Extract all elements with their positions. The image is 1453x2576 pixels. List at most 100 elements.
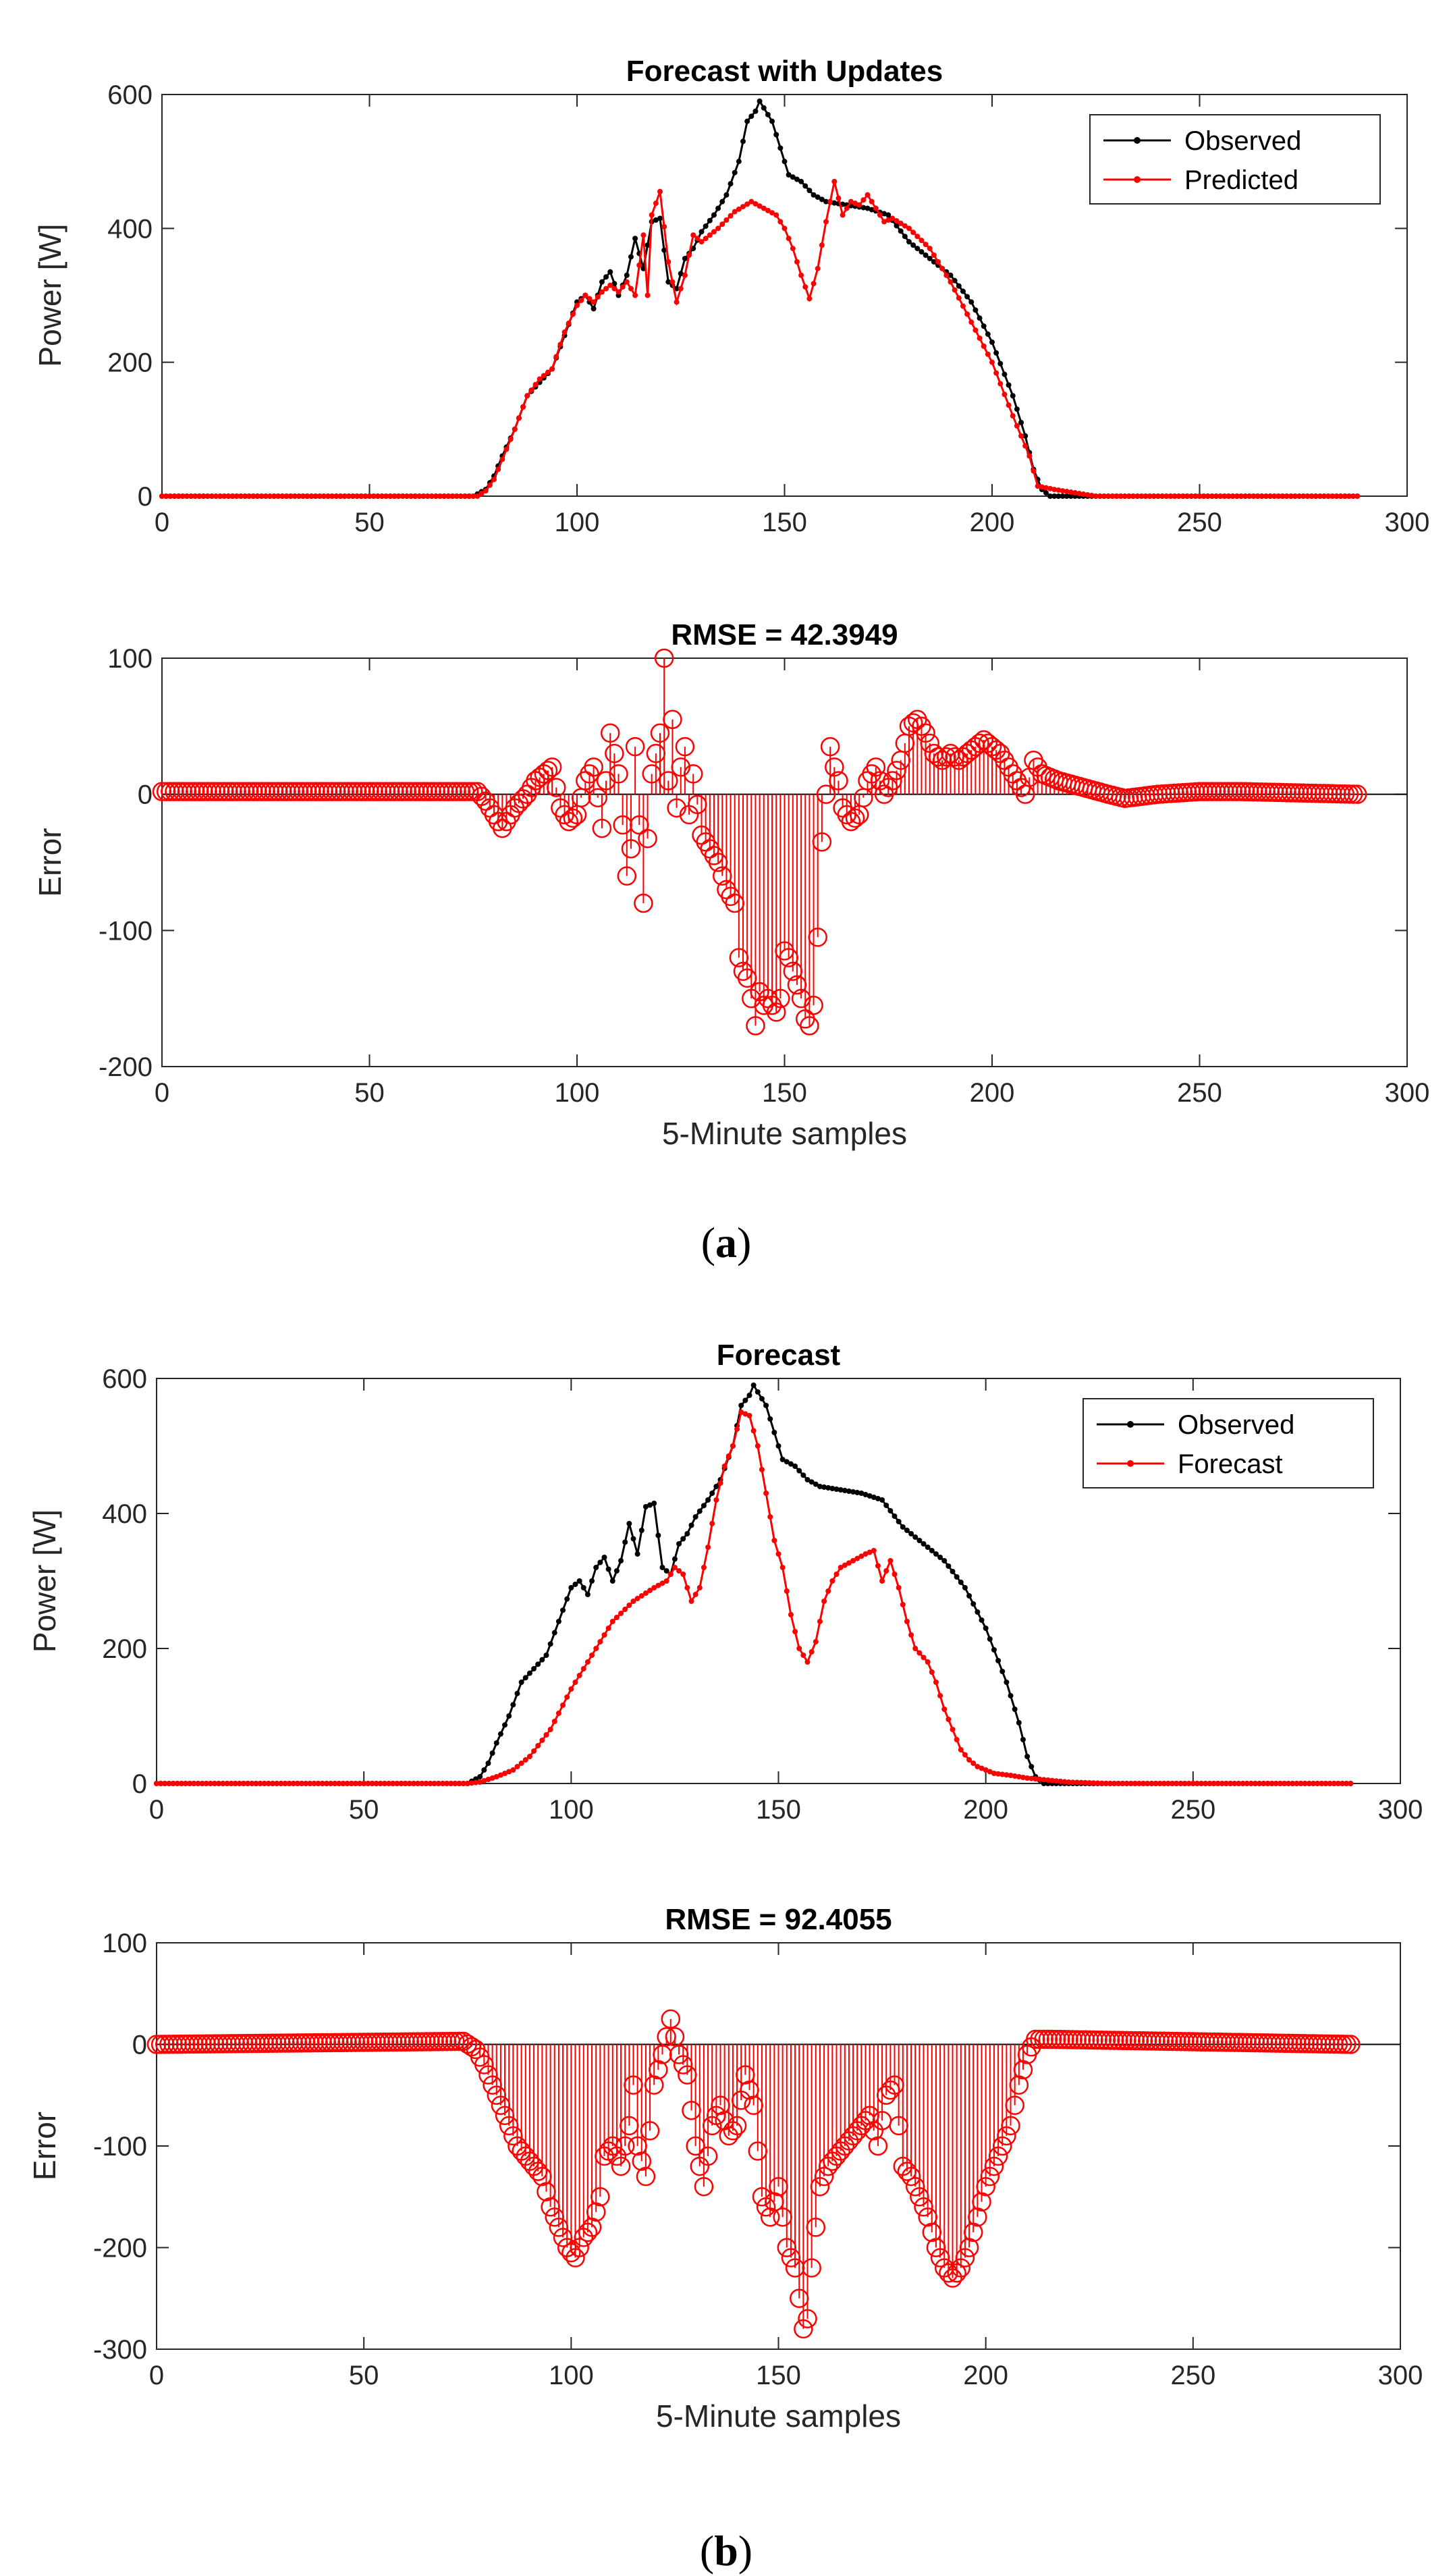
y-tick-label: 100 <box>107 644 153 674</box>
data-point-forecast <box>966 1757 972 1763</box>
data-point-observed <box>555 1619 561 1624</box>
data-point-predicted <box>1035 483 1041 489</box>
error-marker <box>947 2263 966 2283</box>
data-point-predicted <box>1006 402 1012 408</box>
error-marker <box>1287 2033 1307 2054</box>
data-point-observed <box>763 1403 769 1408</box>
data-point-predicted <box>1213 493 1219 499</box>
data-point-forecast <box>713 1497 719 1503</box>
data-point-forecast <box>1066 1779 1072 1785</box>
data-point-predicted <box>757 203 763 209</box>
error-marker <box>1235 782 1255 802</box>
data-point-predicted <box>1217 493 1224 499</box>
data-point-forecast <box>755 1443 761 1449</box>
data-point-predicted <box>939 265 945 271</box>
data-point-predicted <box>1022 443 1029 449</box>
data-point-forecast <box>1178 1781 1184 1786</box>
data-point-observed <box>983 1626 989 1631</box>
data-point-predicted <box>512 426 518 432</box>
data-point-forecast <box>290 1781 296 1786</box>
data-point-predicted <box>287 493 294 499</box>
data-point-observed <box>858 1491 865 1496</box>
error-marker <box>723 2121 743 2141</box>
data-point-observed <box>808 1479 815 1485</box>
data-point-forecast <box>510 1767 516 1773</box>
data-point-predicted <box>159 493 165 499</box>
data-point-observed <box>752 108 759 114</box>
error-marker <box>615 2136 635 2156</box>
data-point-predicted <box>686 252 692 258</box>
data-point-predicted <box>1047 485 1053 491</box>
data-point-predicted <box>1139 493 1145 499</box>
data-point-observed <box>759 1396 765 1401</box>
data-point-forecast <box>979 1765 985 1771</box>
data-point-predicted <box>586 296 593 302</box>
data-point-predicted <box>698 239 705 245</box>
error-marker <box>1324 2034 1344 2054</box>
data-point-observed <box>970 1601 977 1607</box>
error-marker <box>1104 2031 1124 2050</box>
data-point-forecast <box>999 1771 1006 1777</box>
data-point-forecast <box>987 1769 993 1775</box>
data-point-observed <box>659 1565 665 1570</box>
data-point-observed <box>960 288 966 294</box>
data-point-forecast <box>634 1596 640 1601</box>
error-marker <box>1227 782 1247 801</box>
error-marker <box>621 839 641 859</box>
data-point-predicted <box>470 493 476 499</box>
x-tick-label: 300 <box>1378 2361 1423 2390</box>
data-point-forecast <box>875 1563 881 1569</box>
data-point-forecast <box>630 1599 636 1604</box>
error-marker <box>806 2218 826 2237</box>
data-point-observed <box>680 1536 686 1542</box>
data-point-observed <box>1051 493 1058 499</box>
chart-title: RMSE = 42.3949 <box>671 618 898 651</box>
error-marker <box>1088 2030 1107 2050</box>
data-point-predicted <box>1122 493 1128 499</box>
data-point-predicted <box>188 493 194 499</box>
data-point-observed <box>790 174 796 180</box>
data-point-predicted <box>541 373 547 379</box>
data-point-observed <box>701 1503 707 1509</box>
data-point-predicted <box>1184 493 1190 499</box>
data-point-forecast <box>166 1781 172 1786</box>
error-marker <box>1233 2033 1253 2053</box>
data-point-predicted <box>1076 491 1082 497</box>
y-axis-label: Power [W] <box>27 1509 62 1653</box>
data-point-forecast <box>572 1680 578 1685</box>
error-marker <box>1013 2060 1033 2080</box>
data-point-observed <box>1060 493 1066 499</box>
data-point-observed <box>773 132 779 138</box>
x-tick-label: 50 <box>349 1795 379 1825</box>
data-point-forecast <box>833 1572 840 1577</box>
data-point-forecast <box>1348 1781 1354 1786</box>
x-tick-label: 250 <box>1177 508 1222 537</box>
data-point-predicted <box>491 477 497 483</box>
data-point-predicted <box>819 242 825 248</box>
data-point-predicted <box>1072 490 1078 496</box>
chart-title: Forecast with Updates <box>626 55 943 88</box>
data-point-predicted <box>1010 413 1016 419</box>
data-point-forecast <box>1112 1781 1118 1786</box>
data-point-forecast <box>154 1781 159 1786</box>
error-marker <box>653 2045 672 2064</box>
data-point-observed <box>665 279 671 285</box>
data-point-forecast <box>941 1707 948 1712</box>
data-point-observed <box>1016 1720 1022 1725</box>
data-point-observed <box>775 1443 782 1449</box>
error-marker <box>625 736 645 757</box>
error-marker <box>798 2309 817 2329</box>
data-point-observed <box>657 215 663 221</box>
data-point-predicted <box>1292 493 1298 499</box>
data-point-predicted <box>765 207 771 213</box>
data-point-predicted <box>387 493 393 499</box>
data-point-forecast <box>1286 1781 1292 1786</box>
data-point-observed <box>948 272 954 278</box>
data-point-predicted <box>624 279 630 285</box>
data-point-predicted <box>196 493 202 499</box>
data-point-predicted <box>184 493 190 499</box>
data-point-observed <box>576 1578 582 1584</box>
error-marker <box>582 2218 602 2237</box>
data-point-forecast <box>1339 1781 1345 1786</box>
data-point-predicted <box>943 272 950 278</box>
